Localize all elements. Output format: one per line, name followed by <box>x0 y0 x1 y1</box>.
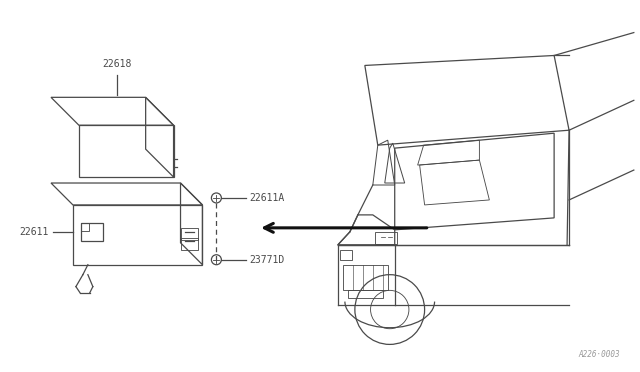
Bar <box>81 223 103 241</box>
Text: 22611: 22611 <box>20 227 49 237</box>
Bar <box>343 265 388 290</box>
Bar <box>340 250 352 260</box>
Bar <box>348 290 383 298</box>
Bar <box>180 238 198 250</box>
Bar <box>81 223 89 231</box>
Bar <box>180 228 198 240</box>
Text: 22611A: 22611A <box>249 193 285 203</box>
Text: 22618: 22618 <box>102 60 131 70</box>
Bar <box>375 232 397 244</box>
Text: A226·0003: A226·0003 <box>578 350 620 359</box>
Text: 23771D: 23771D <box>249 255 285 265</box>
